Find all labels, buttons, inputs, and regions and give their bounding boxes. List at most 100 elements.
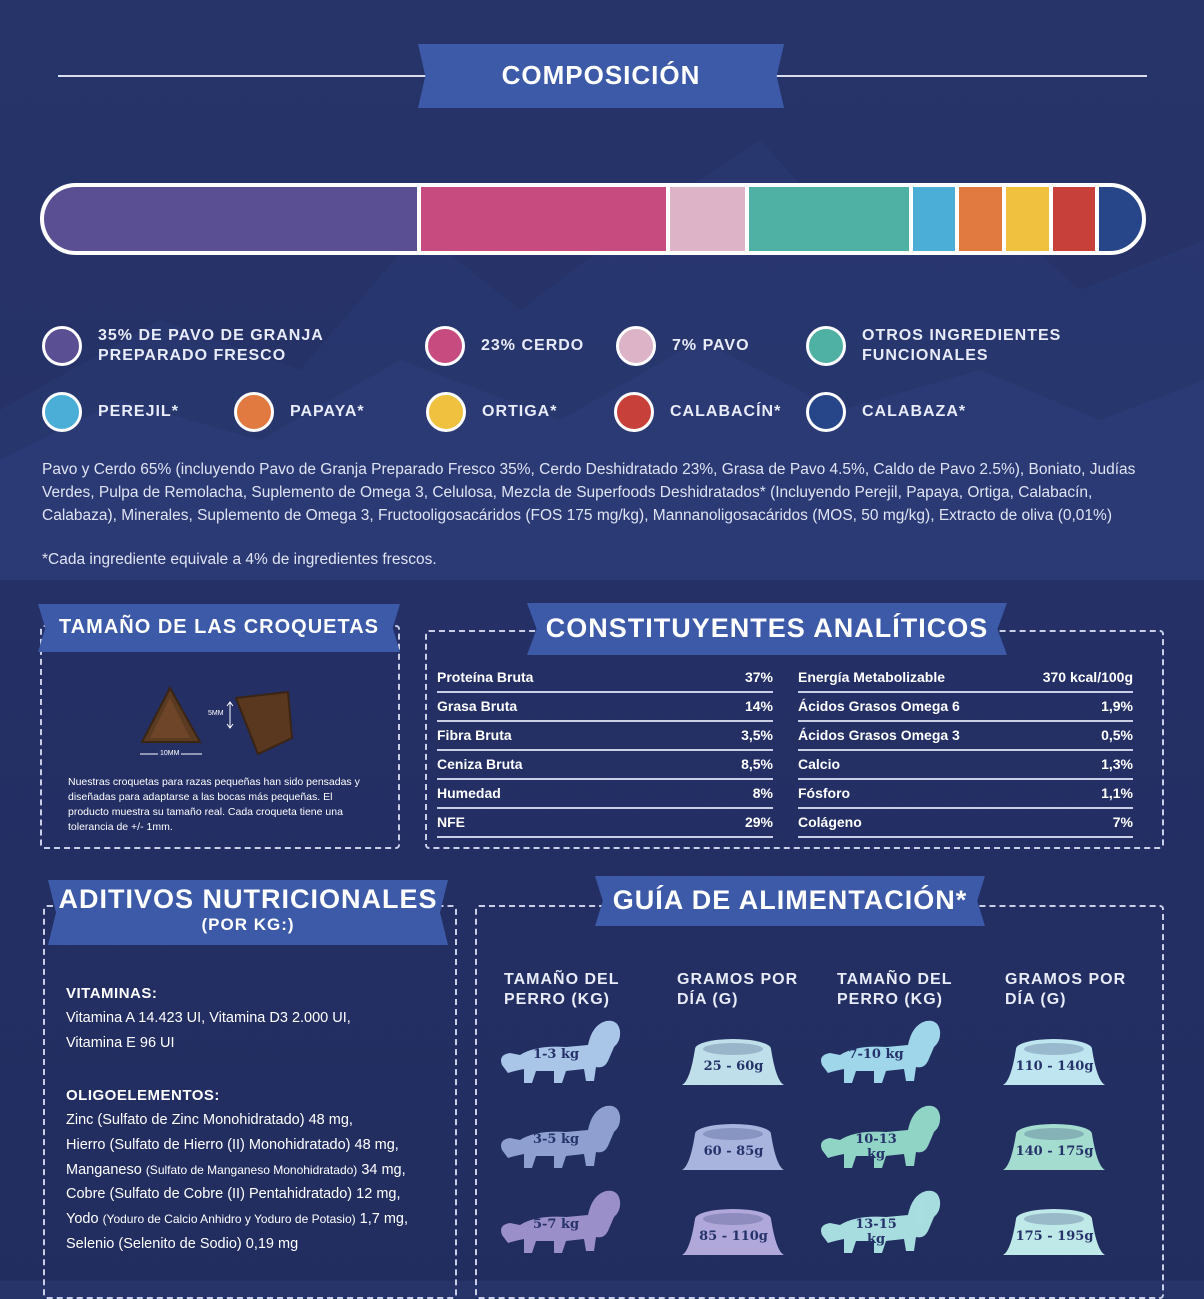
legend-label: 23% CERDO bbox=[481, 337, 585, 354]
composition-bar-segment bbox=[748, 187, 909, 251]
kibble-illustration bbox=[140, 685, 294, 756]
croquetas-title: TAMAÑO DE LAS CROQUETAS bbox=[38, 604, 400, 652]
composition-bar-segment bbox=[1006, 187, 1049, 251]
vitaminas-line: Vitamina A 14.423 UI, Vitamina D3 2.000 … bbox=[66, 1010, 351, 1026]
food-bowl-icon bbox=[676, 1120, 791, 1180]
food-bowl-icon bbox=[997, 1035, 1112, 1095]
oligoelemento-line: Hierro (Sulfato de Hierro (II) Monohidra… bbox=[66, 1136, 399, 1153]
composition-bar-segment bbox=[670, 187, 745, 251]
legend-label: OTROS INGREDIENTES FUNCIONALES bbox=[862, 327, 1062, 364]
legend-swatch bbox=[806, 392, 846, 432]
oligoelemento-line: Selenio (Selenito de Sodio) 0,19 mg bbox=[66, 1236, 299, 1252]
analiticos-value: 7% bbox=[1112, 814, 1133, 830]
analiticos-name: NFE bbox=[437, 814, 465, 830]
dog-silhouette-icon bbox=[816, 1185, 946, 1260]
food-bowl-icon bbox=[676, 1035, 791, 1095]
oligoelemento-line: Zinc (Sulfato de Zinc Monohidratado) 48 … bbox=[66, 1112, 353, 1128]
analiticos-row: Energía Metabolizable 370 kcal/100g bbox=[798, 663, 1133, 693]
analiticos-value: 37% bbox=[744, 669, 773, 685]
legend-label: CALABACÍN* bbox=[670, 403, 782, 420]
analiticos-row: Calcio 1,3% bbox=[798, 750, 1133, 780]
analiticos-row: Ceniza Bruta 8,5% bbox=[437, 750, 773, 780]
analiticos-name: Energía Metabolizable bbox=[798, 669, 946, 685]
analiticos-value: 3,5% bbox=[741, 727, 773, 743]
dog-size-label: 7-10 kg bbox=[848, 1047, 904, 1062]
analiticos-name: Colágeno bbox=[798, 814, 862, 830]
composition-bar-segment bbox=[959, 187, 1003, 251]
legend-swatch bbox=[426, 392, 466, 432]
analiticos-row: Fósforo 1,1% bbox=[798, 779, 1133, 809]
guia-title: GUÍA DE ALIMENTACIÓN* bbox=[595, 876, 985, 926]
grams-per-day-label: 60 - 85g bbox=[703, 1144, 764, 1159]
guia-col-header: TAMAÑO DEL PERRO (KG) bbox=[504, 971, 620, 1008]
food-bowl-icon bbox=[997, 1205, 1112, 1265]
vitaminas-line: Vitamina E 96 UI bbox=[66, 1035, 175, 1051]
aditivos-ribbon bbox=[48, 880, 448, 945]
analiticos-value: 1,9% bbox=[1101, 698, 1133, 714]
ingredients-text: Pavo y Cerdo 65% (incluyendo Pavo de Gra… bbox=[42, 461, 1136, 524]
guia-col-header: TAMAÑO DEL PERRO (KG) bbox=[837, 971, 953, 1008]
analiticos-title: CONSTITUYENTES ANALÍTICOS bbox=[527, 603, 1007, 655]
dog-silhouette-icon bbox=[496, 1100, 626, 1175]
legend-swatch bbox=[42, 326, 82, 366]
guia-col-header: GRAMOS POR DÍA (G) bbox=[677, 971, 799, 1008]
oligoelemento-line: Manganeso (Sulfato de Manganeso Monohidr… bbox=[66, 1161, 406, 1178]
analiticos-name: Proteína Bruta bbox=[437, 669, 534, 685]
legend-label: 7% PAVO bbox=[672, 337, 750, 354]
dog-size-label: 13-15 kg bbox=[855, 1217, 897, 1247]
dog-silhouette-icon bbox=[496, 1185, 626, 1260]
analiticos-name: Calcio bbox=[798, 756, 841, 772]
dog-silhouette-icon bbox=[496, 1015, 626, 1090]
dog-silhouette-icon bbox=[816, 1100, 946, 1175]
analiticos-value: 14% bbox=[744, 698, 773, 714]
oligoelementos-heading: OLIGOELEMENTOS: bbox=[66, 1087, 220, 1104]
dog-silhouette-icon bbox=[816, 1015, 946, 1090]
croquetas-description: Nuestras croquetas para razas pequeñas h… bbox=[68, 776, 360, 833]
dog-size-label: 5-7 kg bbox=[532, 1217, 580, 1232]
grams-per-day-label: 140 - 175g bbox=[1015, 1144, 1094, 1159]
analiticos-value: 0,5% bbox=[1101, 727, 1133, 743]
legend-label: PAPAYA* bbox=[290, 403, 365, 420]
legend-label: PEREJIL* bbox=[98, 403, 179, 420]
analiticos-row: Proteína Bruta 37% bbox=[437, 663, 773, 693]
analiticos-row: Humedad 8% bbox=[437, 779, 773, 809]
analiticos-row: Colágeno 7% bbox=[798, 808, 1133, 838]
analiticos-row: Ácidos Grasos Omega 3 0,5% bbox=[798, 721, 1133, 751]
analiticos-value: 29% bbox=[744, 814, 773, 830]
analiticos-name: Fósforo bbox=[798, 785, 851, 801]
kibble-width-label: 10MM bbox=[158, 750, 182, 757]
grams-per-day-label: 25 - 60g bbox=[703, 1059, 764, 1074]
analiticos-name: Fibra Bruta bbox=[437, 727, 512, 743]
legend-label: ORTIGA* bbox=[482, 403, 558, 420]
analiticos-row: NFE 29% bbox=[437, 808, 773, 838]
analiticos-name: Ceniza Bruta bbox=[437, 756, 523, 772]
dog-size-label: 3-5 kg bbox=[532, 1132, 580, 1147]
legend-swatch bbox=[806, 326, 846, 366]
dog-size-label: 1-3 kg bbox=[532, 1047, 580, 1062]
legend-swatch bbox=[234, 392, 274, 432]
analiticos-value: 1,3% bbox=[1101, 756, 1133, 772]
guia-col-header: GRAMOS POR DÍA (G) bbox=[1005, 971, 1127, 1008]
composicion-title: COMPOSICIÓN bbox=[418, 44, 784, 108]
oligoelemento-line: Yodo (Yoduro de Calcio Anhidro y Yoduro … bbox=[66, 1211, 409, 1228]
analiticos-row: Grasa Bruta 14% bbox=[437, 692, 773, 722]
analiticos-value: 1,1% bbox=[1101, 785, 1133, 801]
legend-label: 35% DE PAVO DE GRANJA PREPARADO FRESCO bbox=[98, 327, 324, 364]
aditivos-subtitle: (POR KG:) bbox=[201, 915, 295, 934]
analiticos-name: Humedad bbox=[437, 785, 501, 801]
oligoelemento-line: Cobre (Sulfato de Cobre (II) Pentahidrat… bbox=[66, 1186, 401, 1203]
grams-per-day-label: 85 - 110g bbox=[699, 1229, 768, 1244]
ingredients-footnote: *Cada ingrediente equivale a 4% de ingre… bbox=[42, 551, 437, 568]
kibble-height-label: 5MM bbox=[208, 710, 224, 717]
analiticos-name: Grasa Bruta bbox=[437, 698, 518, 714]
composition-bar-segment bbox=[421, 187, 667, 251]
analiticos-row: Fibra Bruta 3,5% bbox=[437, 721, 773, 751]
composition-bar-segment bbox=[1099, 187, 1142, 251]
composition-bar-segment bbox=[1052, 187, 1096, 251]
legend-swatch bbox=[616, 326, 656, 366]
analiticos-row: Ácidos Grasos Omega 6 1,9% bbox=[798, 692, 1133, 722]
grams-per-day-label: 110 - 140g bbox=[1015, 1059, 1094, 1074]
analiticos-name: Ácidos Grasos Omega 6 bbox=[798, 698, 960, 714]
analiticos-value: 370 kcal/100g bbox=[1042, 669, 1133, 685]
analiticos-value: 8,5% bbox=[741, 756, 773, 772]
